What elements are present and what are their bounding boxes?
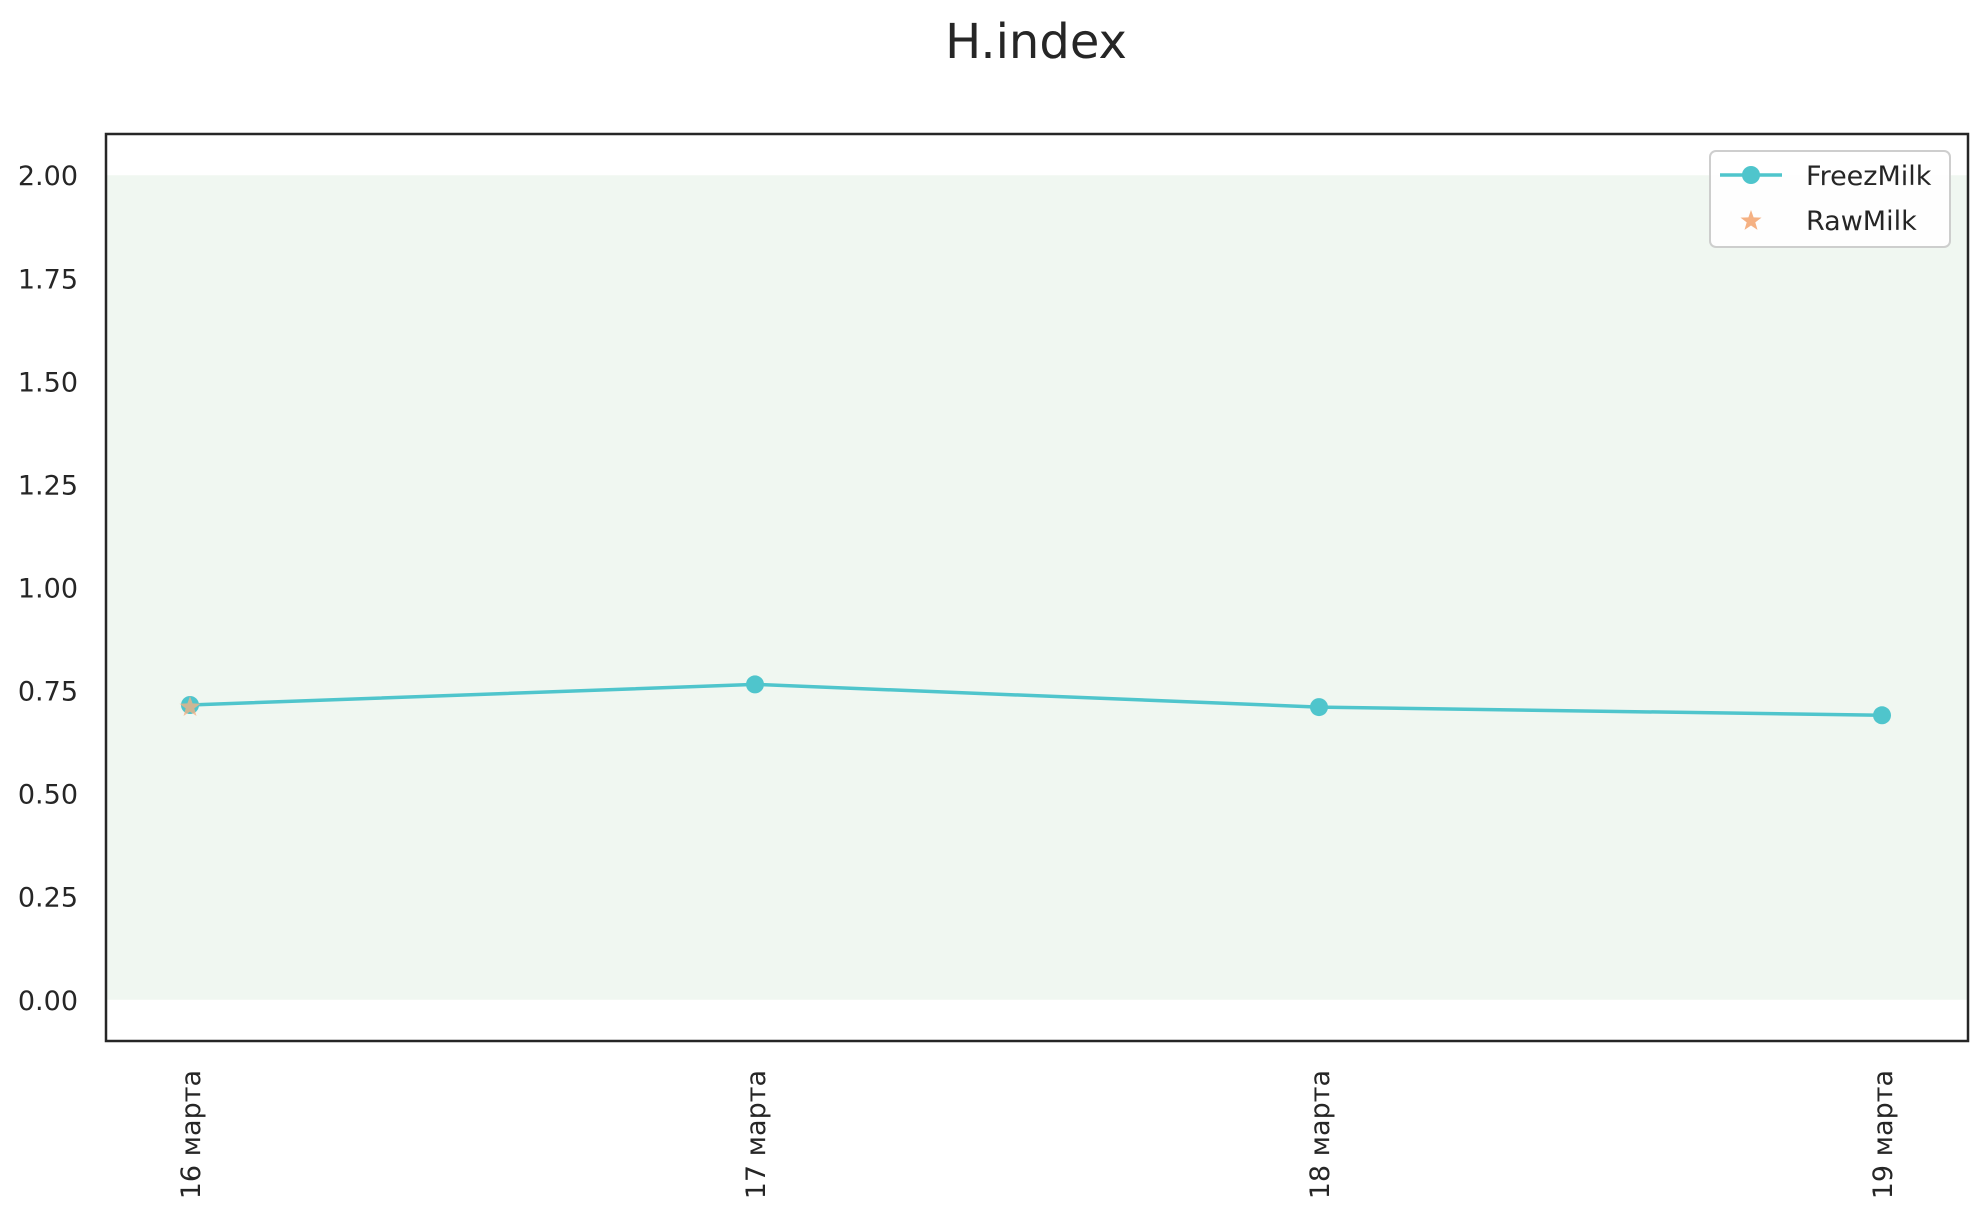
y-tick-label: 0.50	[18, 780, 78, 811]
y-tick-label: 0.25	[18, 883, 78, 914]
y-tick-label: 1.50	[18, 367, 78, 398]
plot-frame	[104, 132, 1970, 1043]
rawmilk-point	[179, 696, 201, 716]
y-tick-label: 0.00	[18, 986, 78, 1017]
legend-label-rawmilk: RawMilk	[1806, 206, 1917, 237]
x-tick-label: 18 марта	[1305, 1070, 1336, 1199]
freezmilk-line	[189, 682, 1883, 718]
y-tick-label: 1.00	[18, 574, 78, 605]
freezmilk-point	[746, 675, 764, 694]
x-tick-label: 16 марта	[176, 1070, 207, 1199]
chart-title: H.index	[945, 14, 1127, 70]
x-tick-label: 17 марта	[741, 1070, 772, 1199]
legend-dot-marker	[1742, 166, 1760, 184]
range-band	[107, 175, 1967, 1000]
freezmilk-point	[1310, 698, 1328, 717]
y-tick-label: 1.25	[18, 470, 78, 501]
legend-star-marker	[1740, 210, 1762, 230]
freezmilk-point	[1873, 706, 1891, 725]
legend-label-freezmilk: FreezMilk	[1806, 161, 1932, 192]
y-tick-label: 2.00	[18, 161, 78, 192]
y-tick-label: 1.75	[18, 264, 78, 295]
series-rawmilk	[179, 696, 201, 716]
x-tick-label: 19 марта	[1868, 1070, 1899, 1199]
y-tick-label: 0.75	[18, 677, 78, 708]
